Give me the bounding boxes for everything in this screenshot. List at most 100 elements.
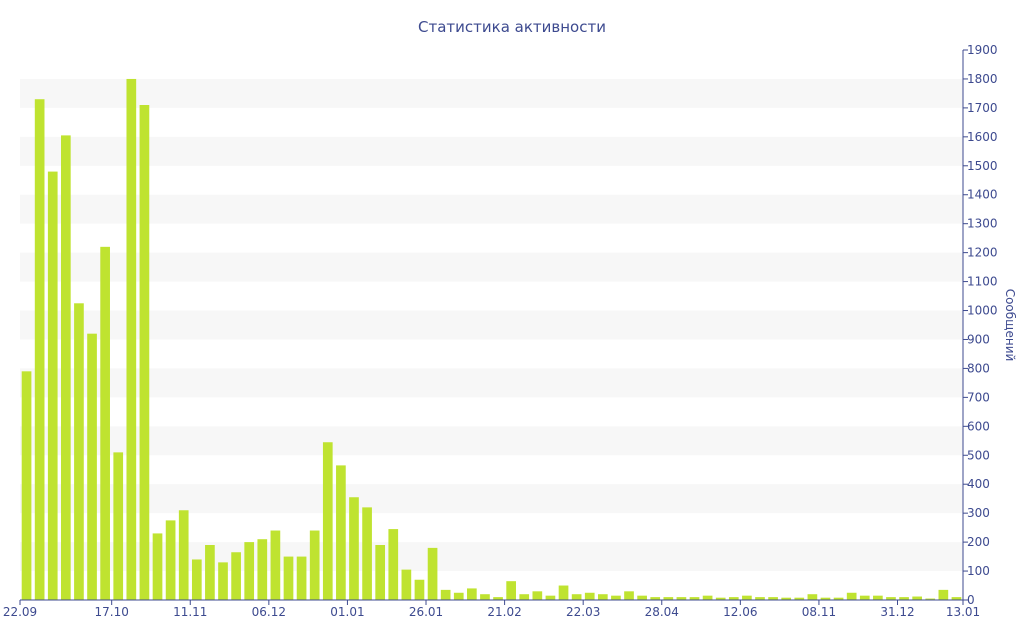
bar: [951, 597, 962, 600]
y-tick-label: 600: [967, 419, 990, 433]
bar: [100, 246, 110, 600]
bar: [349, 497, 359, 600]
bar: [650, 597, 661, 600]
y-tick-label: 800: [967, 361, 990, 375]
bar: [584, 592, 595, 600]
bar: [532, 591, 543, 600]
bar: [21, 371, 32, 600]
bar: [467, 588, 477, 600]
y-tick-label: 1500: [967, 159, 998, 173]
y-tick-label: 0: [967, 593, 975, 607]
bar: [87, 333, 97, 600]
bar: [702, 595, 713, 600]
bar: [480, 594, 490, 600]
bar: [257, 539, 268, 600]
y-tick-label: 1200: [967, 246, 998, 260]
bar: [427, 547, 438, 600]
bar: [794, 597, 805, 600]
bar: [807, 594, 818, 600]
y-tick-label: 100: [967, 564, 990, 578]
y-tick-label: 1600: [967, 130, 998, 144]
y-axis-ticks: 0 100 200 300 400 500 600 700 800 900 1000 1100 1200…: [963, 43, 998, 607]
bar: [571, 594, 582, 600]
x-tick-label: 17.10: [95, 605, 129, 619]
bar: [689, 597, 700, 600]
bar: [506, 581, 516, 600]
bar-series: [21, 78, 962, 601]
bar: [859, 595, 870, 600]
bar: [728, 597, 739, 600]
x-tick-label: 08.11: [802, 605, 836, 619]
bar: [676, 597, 687, 600]
bar: [833, 597, 844, 600]
bar: [362, 507, 372, 600]
y-tick-label: 400: [967, 477, 990, 491]
x-tick-label: 13.01: [946, 605, 980, 619]
bar: [231, 552, 241, 600]
bar: [296, 556, 307, 600]
bar: [191, 559, 202, 600]
bar: [493, 597, 503, 600]
grid-band: [20, 252, 963, 282]
bar: [113, 452, 124, 600]
bar: [165, 520, 176, 600]
y-tick-label: 700: [967, 390, 990, 404]
bar: [401, 569, 412, 600]
grid-band: [20, 426, 963, 456]
bar: [624, 591, 634, 600]
y-tick-label: 1700: [967, 101, 998, 115]
bar: [270, 530, 281, 600]
bar: [938, 589, 949, 600]
bar: [152, 533, 163, 600]
bar: [820, 597, 831, 600]
grid-band: [20, 542, 963, 572]
x-tick-label: 06.12: [252, 605, 286, 619]
y-tick-label: 200: [967, 535, 990, 549]
bar: [742, 595, 752, 600]
bar: [453, 592, 464, 600]
grid-band: [20, 194, 963, 224]
bar: [336, 465, 346, 600]
bar: [205, 545, 215, 600]
bar: [414, 579, 425, 600]
bar: [126, 78, 137, 600]
x-tick-label: 26.01: [409, 605, 443, 619]
bar: [545, 595, 556, 600]
bar: [60, 135, 71, 600]
x-tick-label: 21.02: [487, 605, 521, 619]
x-tick-label: 28.04: [645, 605, 679, 619]
y-tick-label: 300: [967, 506, 990, 520]
y-tick-label: 1800: [967, 72, 998, 86]
bar: [886, 597, 896, 600]
bar: [283, 556, 294, 600]
bar: [637, 595, 647, 600]
bar: [375, 545, 386, 600]
bar: [925, 598, 936, 600]
y-tick-label: 1100: [967, 275, 998, 289]
bar: [309, 530, 320, 600]
y-tick-label: 1000: [967, 304, 998, 318]
y-tick-label: 500: [967, 448, 990, 462]
y-tick-label: 1400: [967, 188, 998, 202]
x-axis-ticks: 22.09 17.10 11.11 06.12 01.01 26.01 21.02 22.03…: [3, 600, 980, 619]
x-tick-label: 12.06: [723, 605, 757, 619]
x-tick-label: 01.01: [330, 605, 364, 619]
bar: [218, 562, 228, 600]
bar: [440, 589, 451, 600]
bar: [846, 592, 857, 600]
bar: [873, 595, 883, 600]
y-axis-title: Сообщений: [1003, 289, 1017, 362]
bar: [139, 105, 150, 600]
grid-band: [20, 310, 963, 340]
bar: [74, 303, 84, 600]
bar: [755, 597, 765, 600]
bar: [244, 542, 255, 600]
grid-bands: [20, 78, 963, 572]
y-tick-label: 1300: [967, 217, 998, 231]
bar: [663, 597, 674, 600]
bar: [912, 596, 922, 600]
bar: [34, 99, 45, 601]
x-tick-label: 11.11: [173, 605, 207, 619]
